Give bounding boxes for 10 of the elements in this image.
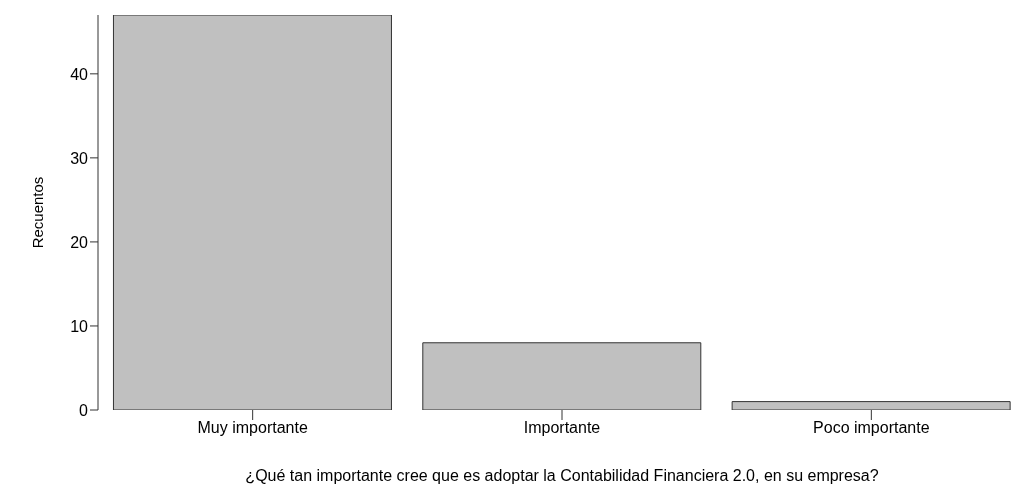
y-axis-title: Recuentos	[29, 176, 47, 249]
y-tick-label: 30	[70, 149, 89, 167]
y-tick-label: 10	[70, 317, 89, 335]
x-tick-label: Poco importante	[813, 419, 930, 437]
x-tick-label: Importante	[523, 419, 601, 437]
y-tick-label: 40	[70, 65, 89, 83]
x-tick-label: Muy importante	[197, 419, 308, 437]
x-axis-title: ¿Qué tan importante cree que es adoptar la Contabilidad Financiera 2.0, en su empresa?	[245, 467, 879, 485]
y-tick-label: 20	[70, 233, 89, 251]
y-tick-label: 0	[79, 401, 89, 419]
